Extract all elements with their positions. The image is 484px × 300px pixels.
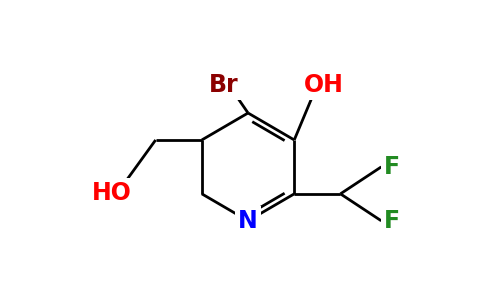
Text: OH: OH bbox=[303, 73, 344, 97]
Text: N: N bbox=[238, 209, 258, 233]
Text: HO: HO bbox=[92, 181, 132, 205]
Text: Br: Br bbox=[209, 73, 238, 97]
Text: F: F bbox=[384, 209, 400, 233]
Text: F: F bbox=[384, 155, 400, 179]
